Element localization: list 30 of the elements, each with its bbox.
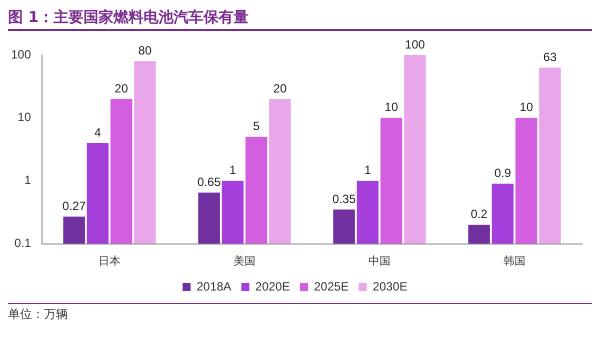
text: 单位：万辆 bbox=[8, 303, 592, 323]
legend-label: 2018A bbox=[196, 279, 232, 294]
y-tick-label: 0.1 bbox=[14, 236, 32, 250]
data-label: 5 bbox=[252, 119, 260, 134]
data-label: 10 bbox=[520, 100, 534, 114]
data-label: 1 bbox=[364, 163, 372, 178]
x-tick-label: 日本 bbox=[98, 254, 121, 268]
data-label: 10 bbox=[384, 100, 398, 114]
data-label: 0.35 bbox=[332, 192, 356, 206]
data-label: 1 bbox=[229, 163, 236, 178]
data-label: 0.9 bbox=[494, 166, 512, 180]
legend-label: 2030E bbox=[372, 279, 408, 294]
x-tick-label: 美国 bbox=[234, 254, 256, 268]
legend-label: 2025E bbox=[314, 279, 349, 294]
data-label: 100 bbox=[404, 37, 426, 52]
data-label: 80 bbox=[138, 43, 152, 58]
data-label: 20 bbox=[114, 81, 128, 96]
data-label: 0.2 bbox=[470, 207, 488, 222]
chart-title: 图 1：主要国家燃料电池汽车保有量 bbox=[8, 8, 592, 31]
data-label: 63 bbox=[543, 50, 557, 64]
x-tick-label: 中国 bbox=[368, 254, 391, 268]
y-tick-label: 10 bbox=[18, 110, 32, 124]
y-tick-label: 1 bbox=[24, 173, 32, 188]
data-label: 0.65 bbox=[197, 174, 222, 189]
legend-label: 2020E bbox=[255, 279, 290, 294]
y-tick-label: 100 bbox=[10, 47, 32, 62]
data-label: 0.27 bbox=[62, 198, 86, 213]
data-label: 20 bbox=[273, 81, 287, 96]
data-label: 4 bbox=[94, 125, 102, 140]
x-tick-label: 韩国 bbox=[504, 254, 526, 268]
